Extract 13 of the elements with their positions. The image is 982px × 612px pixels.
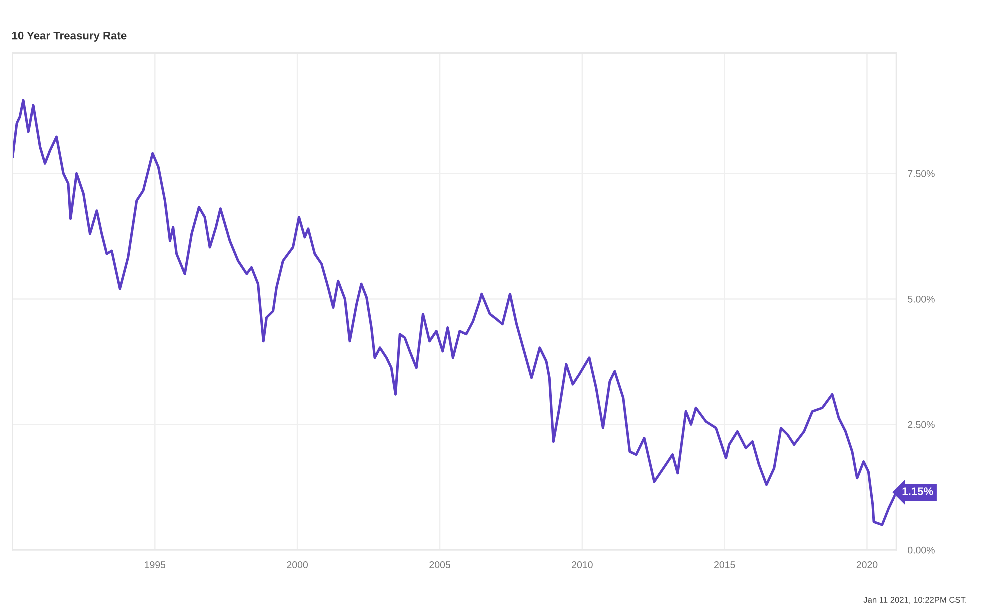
y-tick-label: 2.50% bbox=[908, 421, 935, 428]
chart-title: 10 Year Treasury Rate bbox=[12, 32, 127, 42]
x-tick-label: 1995 bbox=[145, 562, 166, 568]
y-tick-label: 5.00% bbox=[908, 296, 935, 303]
annotation: 1.15% bbox=[902, 488, 934, 496]
y-tick-label: 0.00% bbox=[908, 546, 935, 554]
x-tick-label: 2015 bbox=[714, 562, 736, 568]
y-tick-label: 7.50% bbox=[908, 170, 935, 178]
x-tick-label: 2010 bbox=[572, 562, 593, 568]
text: Jan 11 2021, 10:22PM CST. bbox=[864, 597, 967, 604]
x-tick-label: 2000 bbox=[287, 562, 308, 568]
x-tick-label: 2020 bbox=[856, 562, 878, 568]
x-tick-label: 2005 bbox=[430, 562, 450, 568]
